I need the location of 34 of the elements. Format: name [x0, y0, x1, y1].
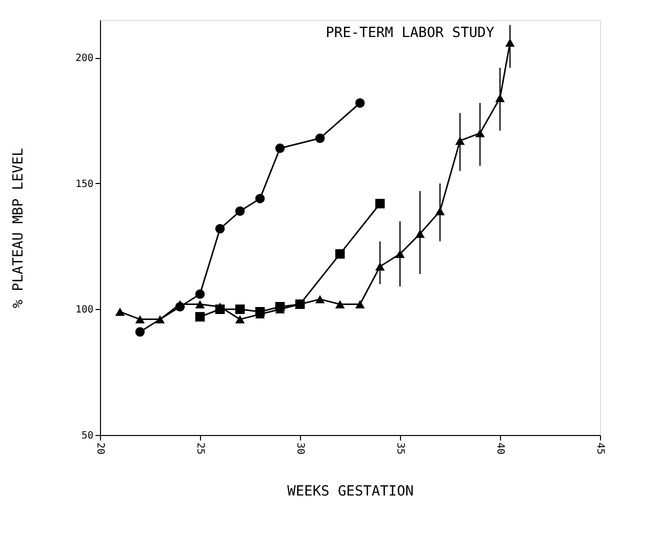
point: [355, 300, 365, 308]
y-tick-label: 150: [75, 178, 94, 190]
point: [315, 133, 325, 143]
point: [375, 198, 385, 208]
point: [135, 315, 145, 324]
point: [155, 315, 165, 324]
point: [235, 206, 245, 216]
y-tick-label: 200: [75, 53, 94, 64]
x-tick-label: 35: [394, 442, 406, 455]
point: [275, 144, 285, 154]
point: [215, 224, 225, 234]
y-tick-label: 50: [81, 430, 94, 442]
point: [195, 300, 205, 308]
point: [175, 300, 185, 308]
point: [315, 295, 325, 304]
x-tick-label: 40: [494, 442, 506, 455]
y-tick-label: 100: [75, 304, 94, 316]
point: [255, 194, 265, 204]
point: [355, 98, 365, 108]
point: [235, 304, 245, 314]
point: [335, 249, 345, 259]
y-axis-title: % PLATEAU MBP LEVEL: [10, 148, 26, 308]
point: [235, 315, 245, 324]
x-tick-label: 25: [194, 442, 206, 455]
point: [135, 327, 145, 337]
point: [335, 300, 345, 308]
point: [115, 308, 125, 316]
x-tick-label: 45: [594, 442, 606, 455]
chart-title: PRE-TERM LABOR STUDY: [326, 25, 495, 41]
x-tick-label: 30: [294, 442, 306, 455]
point: [195, 312, 205, 322]
x-tick-label: 20: [94, 442, 106, 455]
x-axis-title: WEEKS GESTATION: [287, 484, 414, 500]
point: [195, 289, 205, 299]
